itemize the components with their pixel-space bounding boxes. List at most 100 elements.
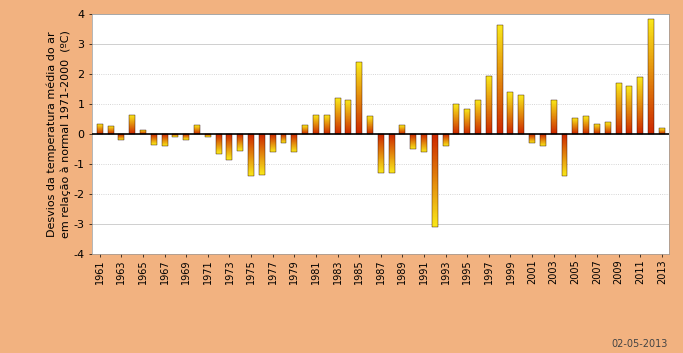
Bar [432, 138, 438, 139]
Bar [637, 94, 643, 95]
Bar [648, 72, 654, 73]
Bar [389, 139, 395, 140]
Bar [486, 92, 492, 93]
Bar [507, 130, 514, 131]
Bar [497, 52, 503, 53]
Bar [378, 134, 384, 135]
Bar [486, 113, 492, 114]
Bar [389, 161, 395, 162]
Bar [637, 122, 643, 123]
Bar [389, 156, 395, 157]
Bar [389, 154, 395, 155]
Bar [378, 138, 384, 139]
Bar [378, 141, 384, 142]
Bar [637, 124, 643, 125]
Bar [248, 158, 254, 159]
Bar [432, 146, 438, 147]
Bar [367, 116, 373, 134]
Bar [432, 177, 438, 178]
Bar [648, 88, 654, 89]
Bar [475, 132, 481, 133]
Bar [389, 170, 395, 171]
Bar [378, 166, 384, 167]
Bar [507, 99, 514, 100]
Bar [357, 129, 362, 130]
Bar [432, 140, 438, 141]
Bar [357, 68, 362, 69]
Bar [550, 121, 557, 122]
Bar [518, 112, 525, 113]
Bar [648, 102, 654, 104]
Bar [561, 158, 568, 159]
Bar [507, 131, 514, 132]
Bar [561, 171, 568, 172]
Bar [475, 104, 481, 105]
Bar [432, 216, 438, 217]
Bar [357, 74, 362, 75]
Bar [637, 118, 643, 119]
Bar [626, 131, 632, 132]
Bar [378, 134, 384, 173]
Bar [550, 126, 557, 127]
Bar [378, 150, 384, 151]
Bar [615, 92, 622, 93]
Bar [335, 131, 341, 132]
Bar [648, 22, 654, 23]
Bar [357, 113, 362, 114]
Bar [486, 76, 492, 77]
Bar [561, 156, 568, 157]
Bar [561, 170, 568, 171]
Bar [648, 104, 654, 105]
Bar [497, 53, 503, 55]
Bar [248, 167, 254, 168]
Bar [335, 126, 341, 127]
Bar [626, 109, 632, 110]
Bar [497, 64, 503, 66]
Bar [302, 125, 308, 134]
Bar [475, 118, 481, 119]
Bar [626, 87, 632, 88]
Bar [518, 118, 525, 119]
Bar [615, 93, 622, 94]
Bar [357, 125, 362, 126]
Bar [626, 105, 632, 106]
Bar [172, 134, 178, 137]
Bar [648, 131, 654, 133]
Bar [432, 143, 438, 145]
Bar [507, 129, 514, 130]
Bar [259, 164, 265, 165]
Bar [507, 120, 514, 121]
Bar [357, 124, 362, 125]
Bar [637, 89, 643, 90]
Bar [497, 55, 503, 56]
Bar [615, 120, 622, 121]
Bar [626, 114, 632, 115]
Bar [550, 114, 557, 115]
Bar [432, 184, 438, 185]
Bar [389, 141, 395, 142]
Bar [432, 171, 438, 173]
Bar [346, 115, 351, 116]
Bar [389, 171, 395, 172]
Bar [346, 102, 351, 103]
Bar [486, 105, 492, 106]
Bar [248, 135, 254, 136]
Bar [615, 116, 622, 117]
Bar [162, 134, 167, 146]
Bar [648, 118, 654, 120]
Bar [486, 118, 492, 119]
Bar [626, 89, 632, 90]
Bar [497, 111, 503, 112]
Bar [346, 125, 351, 126]
Bar [637, 133, 643, 134]
Bar [475, 113, 481, 114]
Bar [475, 122, 481, 123]
Bar [615, 100, 622, 101]
Bar [389, 169, 395, 170]
Bar [518, 96, 525, 97]
Bar [432, 213, 438, 214]
Bar [615, 101, 622, 102]
Bar [637, 119, 643, 120]
Bar [486, 128, 492, 129]
Bar [248, 168, 254, 169]
